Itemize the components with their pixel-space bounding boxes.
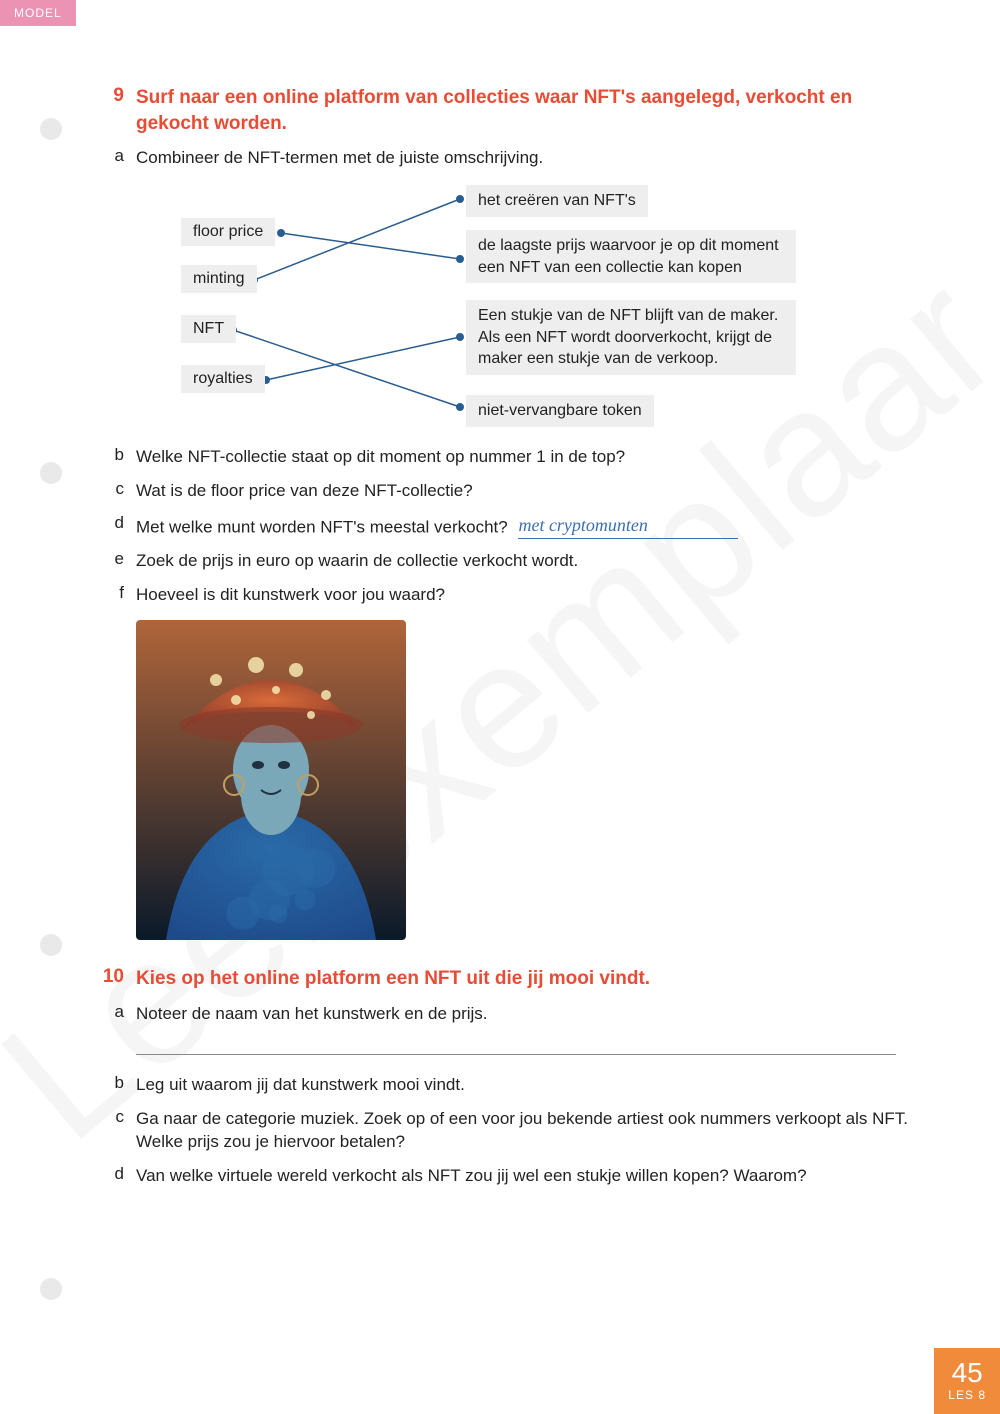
match-left-term[interactable]: NFT: [181, 315, 236, 343]
answer-line[interactable]: [136, 1054, 896, 1055]
q9b-letter: b: [100, 445, 136, 469]
q10d-text: Van welke virtuele wereld verkocht als N…: [136, 1164, 930, 1188]
q9d-answer[interactable]: met cryptomunten: [518, 513, 738, 539]
q9d-question: Met welke munt worden NFT's meestal verk…: [136, 517, 508, 536]
q10-number: 10: [100, 966, 136, 992]
punch-hole: [40, 1278, 62, 1300]
q10d-letter: d: [100, 1164, 136, 1188]
q10a-text: Noteer de naam van het kunstwerk en de p…: [136, 1002, 930, 1026]
q10a-letter: a: [100, 1002, 136, 1026]
match-right-desc[interactable]: het creëren van NFT's: [466, 185, 648, 217]
match-right-desc[interactable]: niet-vervangbare token: [466, 395, 654, 427]
match-right-desc[interactable]: de laagste prijs waarvoor je op dit mome…: [466, 230, 796, 283]
match-left-term[interactable]: royalties: [181, 365, 265, 393]
nft-artwork-image: [136, 620, 406, 940]
q9e-letter: e: [100, 549, 136, 573]
match-left-term[interactable]: floor price: [181, 218, 275, 246]
page-content: 9 Surf naar een online platform van coll…: [100, 85, 930, 1188]
q9a-letter: a: [100, 146, 136, 170]
q10b-text: Leg uit waarom jij dat kunstwerk mooi vi…: [136, 1073, 930, 1097]
q9f-letter: f: [100, 583, 136, 607]
match-left-term[interactable]: minting: [181, 265, 257, 293]
model-tag: MODEL: [0, 0, 76, 26]
q10c-text: Ga naar de categorie muziek. Zoek op of …: [136, 1107, 930, 1155]
match-right-desc[interactable]: Een stukje van de NFT blijft van de make…: [466, 300, 796, 375]
q9c-text: Wat is de floor price van deze NFT-colle…: [136, 479, 930, 503]
page-footer: 45 LES 8: [934, 1348, 1000, 1414]
page-number: 45: [948, 1358, 986, 1389]
lesson-label: LES 8: [948, 1389, 986, 1402]
punch-hole: [40, 462, 62, 484]
q10c-letter: c: [100, 1107, 136, 1155]
q9a-text: Combineer de NFT-termen met de juiste om…: [136, 146, 930, 170]
q9d-text: Met welke munt worden NFT's meestal verk…: [136, 513, 930, 539]
q9-heading: Surf naar een online platform van collec…: [136, 85, 930, 136]
q9f-text: Hoeveel is dit kunstwerk voor jou waard?: [136, 583, 930, 607]
q9b-text: Welke NFT-collectie staat op dit moment …: [136, 445, 930, 469]
punch-hole: [40, 118, 62, 140]
q10-heading: Kies op het online platform een NFT uit …: [136, 966, 650, 992]
q9c-letter: c: [100, 479, 136, 503]
q9e-text: Zoek de prijs in euro op waarin de colle…: [136, 549, 930, 573]
q9d-letter: d: [100, 513, 136, 539]
q10b-letter: b: [100, 1073, 136, 1097]
matching-exercise: floor price minting NFT royalties het creëre…: [136, 185, 930, 435]
q9-number: 9: [100, 85, 136, 136]
punch-hole: [40, 934, 62, 956]
